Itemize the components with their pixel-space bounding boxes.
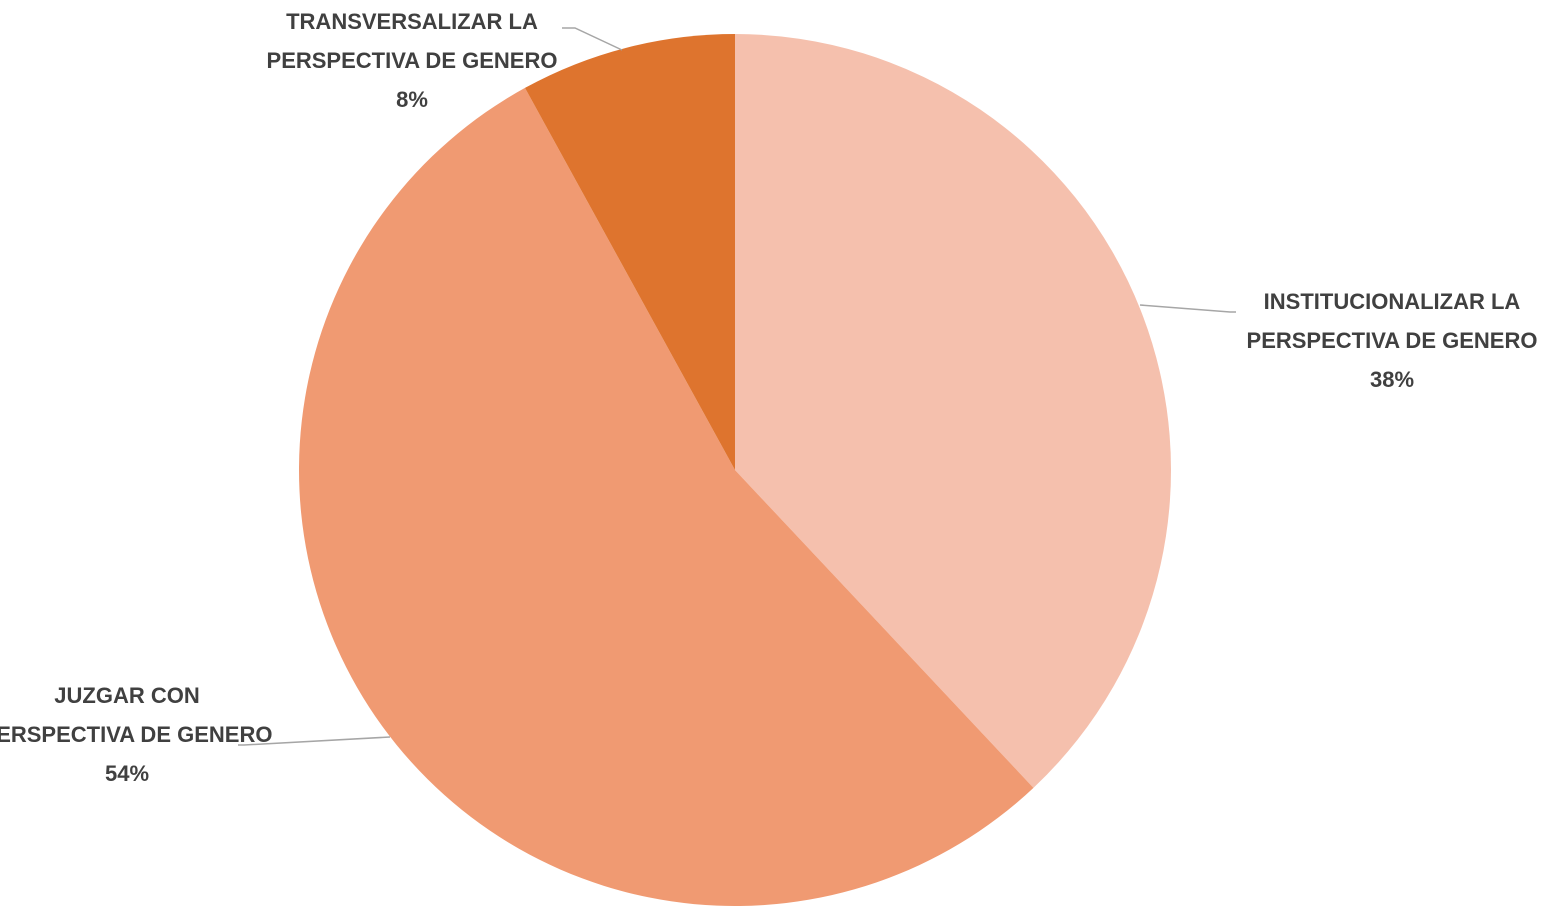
leader-line: [1139, 304, 1236, 313]
category-label: JUZGAR CON PERSPECTIVA DE GENERO: [0, 683, 273, 747]
leader-line: [562, 27, 623, 51]
category-label: TRANSVERSALIZAR LA PERSPECTIVA DE GENERO: [266, 9, 558, 73]
data-label: INSTITUCIONALIZAR LA PERSPECTIVA DE GENE…: [1242, 282, 1542, 399]
pie-slice: [735, 34, 1171, 788]
label-box: INSTITUCIONALIZAR LA PERSPECTIVA DE GENE…: [1242, 282, 1542, 399]
category-label: INSTITUCIONALIZAR LA PERSPECTIVA DE GENE…: [1246, 289, 1538, 353]
data-label: JUZGAR CON PERSPECTIVA DE GENERO 54%: [0, 676, 277, 793]
value-label: 38%: [1369, 367, 1415, 392]
label-box: TRANSVERSALIZAR LA PERSPECTIVA DE GENERO…: [262, 2, 562, 119]
value-label: 8%: [396, 87, 428, 112]
pie-slice: [298, 87, 1034, 907]
leader-line: [238, 736, 391, 746]
data-label: TRANSVERSALIZAR LA PERSPECTIVA DE GENERO…: [262, 2, 562, 119]
label-box: JUZGAR CON PERSPECTIVA DE GENERO 54%: [0, 676, 277, 793]
pie-slice: [524, 34, 735, 470]
value-label: 54%: [104, 761, 150, 786]
